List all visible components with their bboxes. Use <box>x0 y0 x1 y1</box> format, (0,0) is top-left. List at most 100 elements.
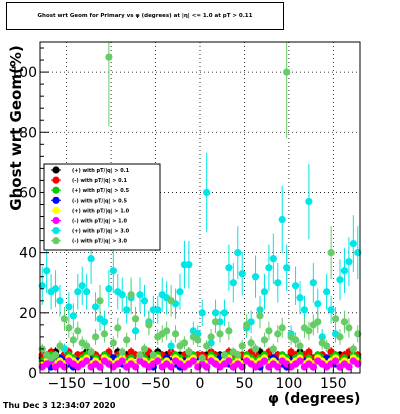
data-point <box>327 249 335 257</box>
title-box: Ghost wrt Geom for Primary vs φ (degrees… <box>6 2 284 30</box>
x-tick-label: 150 <box>320 376 347 392</box>
legend-marker <box>52 216 60 225</box>
data-point <box>340 267 349 275</box>
data-point <box>296 342 304 350</box>
data-point <box>260 288 269 296</box>
legend-box <box>43 163 161 251</box>
tick-layer: −150 −100 −50 0 50 100 150 0 20 40 60 80 100 <box>10 47 361 392</box>
data-point <box>185 261 193 269</box>
data-point <box>278 215 286 224</box>
data-point <box>340 318 349 326</box>
data-point <box>167 297 175 305</box>
x-tick-label: −50 <box>141 376 171 392</box>
data-point <box>260 336 269 344</box>
data-point <box>283 264 291 272</box>
data-point <box>251 273 260 281</box>
data-point <box>336 276 344 284</box>
data-point <box>65 324 73 332</box>
data-point <box>229 279 237 287</box>
data-point <box>345 363 353 371</box>
legend-marker <box>52 166 60 174</box>
data-point <box>109 267 117 275</box>
data-point <box>118 357 126 365</box>
data-point <box>207 333 215 341</box>
data-point <box>300 306 309 314</box>
data-point <box>260 357 269 365</box>
data-point <box>185 348 193 356</box>
data-point <box>51 285 60 293</box>
data-point <box>345 258 353 266</box>
data-point <box>247 339 255 347</box>
legend-marker <box>52 206 60 214</box>
data-point <box>256 312 264 320</box>
legend-marker <box>52 176 60 184</box>
timestamp: Thu Dec 3 12:34:07 2020 <box>3 401 116 410</box>
x-tick-label: 100 <box>276 376 303 392</box>
data-point <box>265 264 273 272</box>
data-point <box>51 351 60 359</box>
data-point <box>283 68 291 76</box>
data-point <box>149 351 157 359</box>
data-point <box>243 321 251 329</box>
data-point <box>118 291 126 299</box>
y-axis-label: Ghost wrt Geom(%) <box>7 45 25 211</box>
legend-label: (-) with pT/|q| > 1.0 <box>72 219 128 225</box>
x-tick-label: −150 <box>47 376 85 392</box>
data-point <box>163 327 171 335</box>
legend-label: (+) with pT/|q| > 3.0 <box>72 229 130 235</box>
data-point <box>345 324 353 332</box>
data-point <box>291 282 300 290</box>
data-point <box>83 342 91 350</box>
data-point <box>296 357 304 365</box>
data-point <box>220 309 229 317</box>
data-point <box>305 327 313 335</box>
data-point <box>136 291 144 299</box>
data-point <box>203 188 211 197</box>
data-point <box>203 363 211 371</box>
data-point <box>349 345 357 353</box>
legend-marker <box>52 196 60 204</box>
data-point <box>225 357 233 365</box>
data-point <box>331 315 340 323</box>
data-point <box>140 345 149 353</box>
data-point <box>309 279 317 287</box>
data-point <box>91 303 100 311</box>
data-point <box>154 357 162 365</box>
data-point <box>216 330 224 338</box>
data-point <box>274 363 282 371</box>
data-point <box>154 306 162 314</box>
data-point <box>127 291 135 299</box>
data-point <box>131 363 140 371</box>
data-point <box>78 282 86 290</box>
data-point <box>265 327 273 335</box>
legend-label: (-) with pT/|q| > 0.5 <box>72 198 128 204</box>
data-point <box>56 297 64 305</box>
data-point <box>203 342 211 350</box>
data-point <box>336 333 344 341</box>
data-point <box>123 306 131 314</box>
data-point <box>131 315 140 323</box>
legend: (+) with pT/|q| > 0.1 (-) with pT/|q| > 0… <box>43 163 161 251</box>
data-point <box>331 357 340 365</box>
x-tick-label: −100 <box>92 376 130 392</box>
data-point <box>189 357 197 365</box>
data-point <box>105 53 113 61</box>
legend-label: (-) with pT/|q| > 3.0 <box>72 239 128 245</box>
data-point <box>109 339 117 347</box>
data-point <box>69 312 77 320</box>
data-point <box>136 351 144 359</box>
data-point <box>43 267 51 275</box>
x-axis-label: φ (degrees) <box>268 391 361 407</box>
data-point <box>278 324 286 332</box>
data-point <box>269 345 277 353</box>
data-point <box>105 285 113 293</box>
data-point <box>60 315 69 323</box>
x-tick-label: 50 <box>236 376 254 392</box>
data-point <box>96 363 104 371</box>
data-point <box>274 279 282 287</box>
data-point <box>327 306 335 314</box>
data-point <box>100 330 109 338</box>
data-point <box>74 288 82 296</box>
data-point <box>274 330 282 338</box>
data-point <box>198 354 206 362</box>
